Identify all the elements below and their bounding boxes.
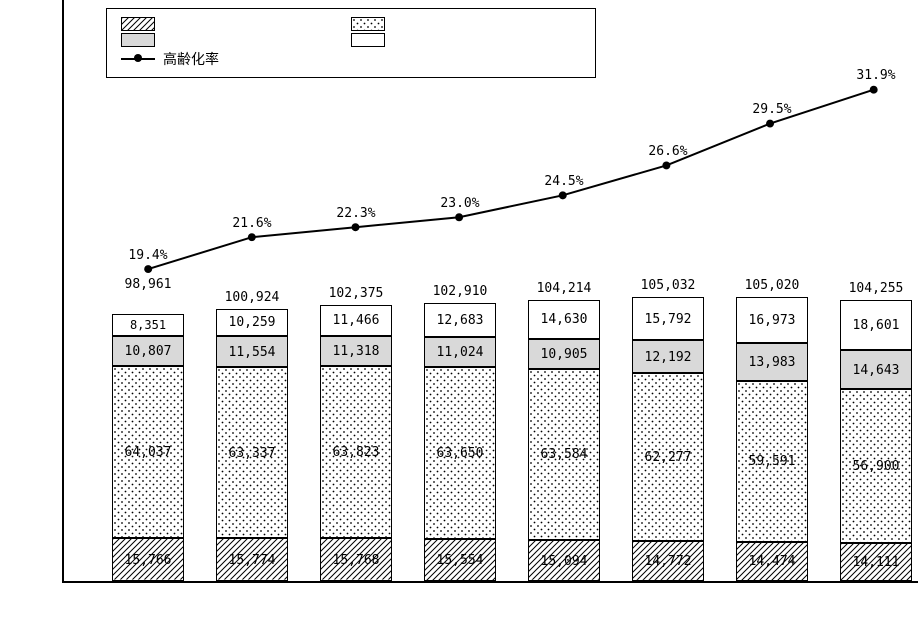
- legend-item: 高齢化率: [121, 49, 351, 69]
- pct-label: 21.6%: [232, 216, 271, 231]
- pct-label: 23.0%: [440, 196, 479, 211]
- legend-row: [121, 33, 581, 47]
- labels-layer: 19.4% 8,351 21.6% 22.3% 23.0% 24.5% 26.6% 29.5%…: [64, 0, 918, 581]
- legend-swatch-white: [351, 33, 385, 47]
- pct-label: 22.3%: [336, 206, 375, 221]
- legend-row: [121, 17, 581, 31]
- pct-label: 26.6%: [648, 144, 687, 159]
- legend-swatch-dots: [351, 17, 385, 31]
- legend-item: [351, 17, 581, 31]
- legend-swatch-hatch: [121, 17, 155, 31]
- legend-item: [351, 33, 581, 47]
- pct-label: 31.9%: [856, 68, 895, 83]
- legend-item: [121, 17, 351, 31]
- plot-area: 15,76664,03710,80798,96115,77463,33711,5…: [62, 0, 918, 583]
- legend-swatch-gray: [121, 33, 155, 47]
- legend-label: 高齢化率: [163, 49, 219, 69]
- legend-line-marker: [121, 52, 155, 66]
- chart-container: 15,76664,03710,80798,96115,77463,33711,5…: [0, 0, 920, 620]
- pct-label: 29.5%: [752, 102, 791, 117]
- bar-top-small-label: 8,351: [130, 318, 166, 332]
- pct-label: 19.4%: [128, 248, 167, 263]
- legend: 高齢化率: [106, 8, 596, 78]
- legend-row: 高齢化率: [121, 49, 581, 69]
- legend-item: [121, 33, 351, 47]
- pct-label: 24.5%: [544, 174, 583, 189]
